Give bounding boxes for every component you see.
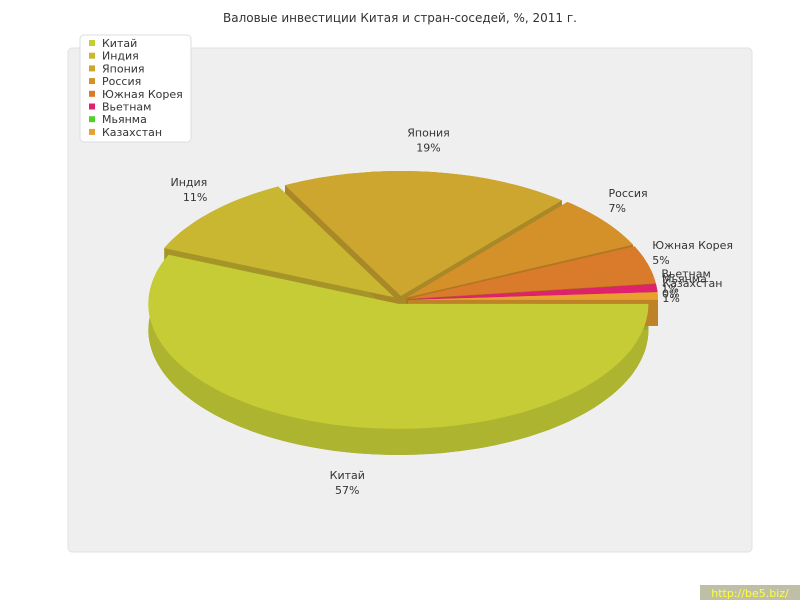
chart-title: Валовые инвестиции Китая и стран-соседей… [223, 11, 577, 25]
slice [407, 246, 656, 299]
slice [406, 202, 633, 298]
slice-label: Россия [608, 187, 647, 200]
value-label: 0% [662, 287, 679, 300]
watermark: http://be5.biz/ [711, 587, 789, 600]
slice [148, 254, 649, 429]
legend [79, 34, 192, 143]
legend-label: Япония [102, 62, 145, 75]
slice [285, 171, 562, 296]
legend-label: Мьянма [102, 113, 147, 126]
slice [164, 186, 395, 298]
value-label: 5% [652, 254, 669, 267]
legend-label: Китай [102, 37, 137, 50]
legend-label: Вьетнам [102, 101, 151, 114]
legend-swatch [89, 40, 95, 46]
slice-label: Китай [330, 469, 365, 482]
legend-swatch [89, 52, 95, 59]
legend-swatch [89, 103, 95, 110]
value-label: 57% [335, 484, 359, 497]
slice [408, 292, 658, 300]
legend-swatch [89, 128, 95, 135]
slice-label: Южная Корея [652, 239, 733, 252]
legend-swatch [89, 116, 95, 123]
slice-label: Вьетнам [661, 267, 710, 280]
slice-label: Мьянма [662, 272, 707, 285]
value-label: 1% [661, 282, 678, 295]
watermark-box [700, 585, 800, 600]
legend-swatch [89, 78, 95, 85]
legend-label: Индия [102, 50, 139, 63]
legend-label: Россия [102, 75, 141, 88]
legend-swatch [89, 90, 95, 97]
slice [408, 284, 658, 300]
legend-label: Казахстан [102, 126, 162, 139]
legend-label: Южная Корея [102, 88, 183, 101]
pie: Китай 57% Индия 11% Япония 19% Россия 7% Южная К… [148, 127, 733, 497]
value-label: 19% [416, 142, 440, 155]
legend-swatch [89, 65, 95, 72]
value-label: 1% [662, 292, 679, 305]
slice-label: Казахстан [662, 277, 722, 290]
slice-label: Индия [171, 176, 208, 189]
value-label: 11% [183, 191, 207, 204]
slice-label: Япония [407, 127, 450, 140]
value-label: 7% [608, 202, 625, 215]
